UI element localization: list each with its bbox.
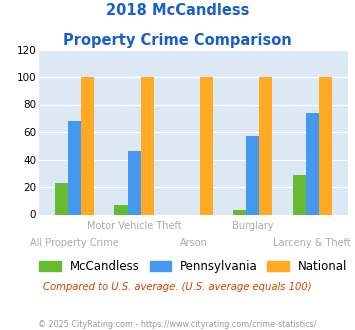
Text: © 2025 CityRating.com - https://www.cityrating.com/crime-statistics/: © 2025 CityRating.com - https://www.city… — [38, 320, 317, 329]
Bar — [55, 183, 68, 214]
Text: Arson: Arson — [180, 238, 207, 248]
Bar — [200, 77, 213, 214]
Bar — [141, 77, 154, 214]
Text: All Property Crime: All Property Crime — [30, 238, 119, 248]
Bar — [246, 136, 260, 214]
Text: Property Crime Comparison: Property Crime Comparison — [63, 33, 292, 48]
Bar — [306, 113, 319, 214]
Bar — [319, 77, 332, 214]
Text: Compared to U.S. average. (U.S. average equals 100): Compared to U.S. average. (U.S. average … — [43, 282, 312, 292]
Bar — [233, 211, 246, 214]
Text: 2018 McCandless: 2018 McCandless — [106, 3, 249, 18]
Bar — [127, 151, 141, 214]
Bar — [114, 205, 127, 215]
Bar — [293, 175, 306, 215]
Text: Burglary: Burglary — [232, 221, 274, 231]
Bar — [68, 121, 81, 214]
Legend: McCandless, Pennsylvania, National: McCandless, Pennsylvania, National — [35, 255, 352, 278]
Bar — [260, 77, 273, 214]
Bar — [81, 77, 94, 214]
Text: Motor Vehicle Theft: Motor Vehicle Theft — [87, 221, 181, 231]
Text: Larceny & Theft: Larceny & Theft — [273, 238, 351, 248]
